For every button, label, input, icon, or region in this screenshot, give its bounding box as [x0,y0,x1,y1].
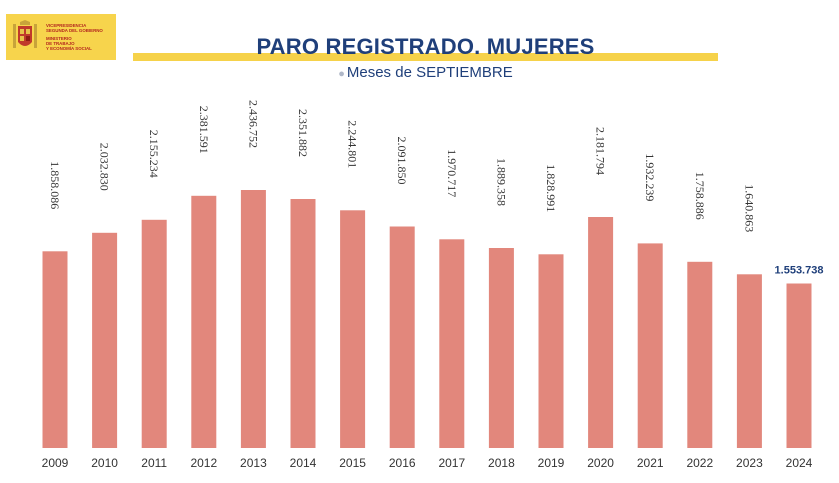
category-label-2015: 2015 [339,456,366,470]
bar-2014 [290,199,316,448]
bar-2020 [588,217,614,448]
bar-2009 [42,251,68,448]
category-label-2021: 2021 [637,456,664,470]
category-label-2020: 2020 [587,456,614,470]
category-label-2022: 2022 [686,456,713,470]
category-label-2016: 2016 [389,456,416,470]
bar-2017 [439,239,465,448]
value-label-2020: 2.181.794 [594,127,608,175]
category-label-2013: 2013 [240,456,267,470]
category-label-2012: 2012 [190,456,217,470]
value-label-2021: 1.932.239 [643,153,657,201]
logo-text-line-2: SEGUNDA DEL GOBIERNO [46,28,103,33]
coat-of-arms-icon [13,20,37,48]
bar-2021 [637,243,663,448]
bar-2024 [786,283,812,448]
category-label-2009: 2009 [42,456,69,470]
page-title: PARO REGISTRADO. MUJERES [256,34,595,59]
logo-text-line-3: MINISTERIO [46,36,72,41]
category-label-2019: 2019 [538,456,565,470]
logo-text-line-4: DE TRABAJO [46,41,75,46]
category-label-2011: 2011 [141,456,167,470]
bar-2015 [340,210,366,448]
value-label-2018: 1.889.358 [494,158,508,206]
bar-2016 [389,226,415,448]
category-label-2018: 2018 [488,456,515,470]
value-label-2012: 2.381.591 [197,106,211,154]
value-label-2009: 1.858.086 [48,161,62,209]
category-label-2023: 2023 [736,456,763,470]
value-label-2010: 2.032.830 [98,143,112,191]
value-label-2023: 1.640.863 [742,184,756,232]
value-label-2014: 2.351.882 [296,109,310,157]
bar-2018 [488,248,514,448]
logo-text-line-5: Y ECONOMÍA SOCIAL [46,46,92,51]
logo-text-line-1: VICEPRESIDENCIA [46,23,87,28]
value-label-2024: 1.553.738 [775,265,824,277]
category-label-2014: 2014 [290,456,317,470]
bar-2022 [687,261,713,448]
bar-2019 [538,254,564,448]
subtitle-text: Meses de SEPTIEMBRE [346,64,513,81]
value-label-2017: 1.970.717 [445,149,459,197]
title-highlight-band [133,53,718,61]
bar-2011 [141,219,167,448]
bullet-icon: ● [338,68,345,80]
bar-2010 [92,232,118,448]
value-label-2015: 2.244.801 [346,120,360,168]
subtitle: ● Meses de SEPTIEMBRE [133,64,718,81]
value-label-2019: 1.828.991 [544,164,558,212]
value-label-2016: 2.091.850 [395,137,409,185]
bar-2013 [240,190,266,448]
value-label-2011: 2.155.234 [147,130,161,178]
category-label-2017: 2017 [438,456,465,470]
value-label-2013: 2.436.752 [246,100,260,148]
bar-2012 [191,195,217,448]
value-label-2022: 1.758.886 [693,172,707,220]
category-label-2010: 2010 [91,456,118,470]
bar-2023 [736,274,762,448]
category-label-2024: 2024 [786,456,813,470]
ministry-logo: VICEPRESIDENCIA SEGUNDA DEL GOBIERNO MIN… [6,14,116,60]
